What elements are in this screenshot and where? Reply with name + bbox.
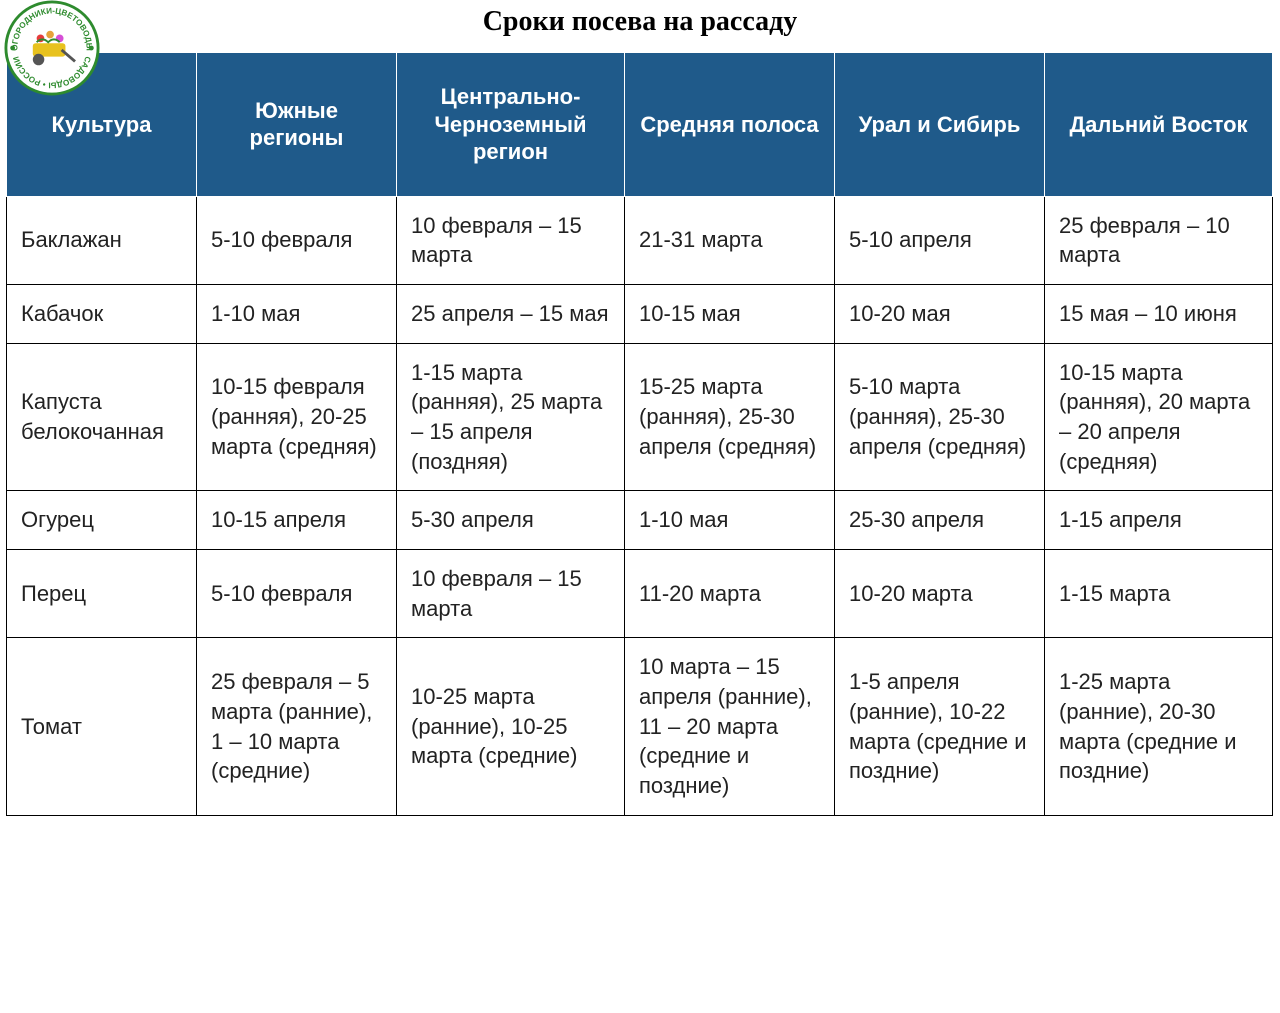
sowing-table: Культура Южные регионы Центрально-Черноз…: [6, 52, 1273, 816]
cell: 1-15 апреля: [1045, 491, 1273, 550]
cell: 10-20 мая: [835, 284, 1045, 343]
cell: 10-20 марта: [835, 550, 1045, 638]
cell-culture: Томат: [7, 638, 197, 815]
table-row: Томат 25 февраля – 5 марта (ранние), 1 –…: [7, 638, 1273, 815]
cell: 11-20 марта: [625, 550, 835, 638]
cell: 1-5 апреля (ранние), 10-22 марта (средни…: [835, 638, 1045, 815]
col-header-south: Южные регионы: [197, 53, 397, 197]
cell: 1-15 марта (ранняя), 25 марта – 15 апрел…: [397, 343, 625, 491]
col-header-chern: Центрально-Черноземный регион: [397, 53, 625, 197]
site-logo-badge: ОГОРОДНИКИ-ЦВЕТОВОДЫ САДОВОДЫ • РОССИИ: [4, 0, 100, 96]
cell: 10 марта – 15 апреля (ранние), 11 – 20 м…: [625, 638, 835, 815]
cell: 10-15 мая: [625, 284, 835, 343]
table-row: Огурец 10-15 апреля 5-30 апреля 1-10 мая…: [7, 491, 1273, 550]
table-row: Перец 5-10 февраля 10 февраля – 15 марта…: [7, 550, 1273, 638]
cell: 1-15 марта: [1045, 550, 1273, 638]
table-row: Капуста белокочанная 10-15 февраля (ранн…: [7, 343, 1273, 491]
cell: 1-10 мая: [197, 284, 397, 343]
cell: 1-10 мая: [625, 491, 835, 550]
table-row: Баклажан 5-10 февраля 10 февраля – 15 ма…: [7, 196, 1273, 284]
cell: 5-10 апреля: [835, 196, 1045, 284]
table-header: Культура Южные регионы Центрально-Черноз…: [7, 53, 1273, 197]
cell: 10-15 апреля: [197, 491, 397, 550]
cell: 15 мая – 10 июня: [1045, 284, 1273, 343]
cell-culture: Огурец: [7, 491, 197, 550]
cell: 25 февраля – 10 марта: [1045, 196, 1273, 284]
cell: 5-10 февраля: [197, 196, 397, 284]
page: ОГОРОДНИКИ-ЦВЕТОВОДЫ САДОВОДЫ • РОССИИ С…: [0, 0, 1280, 816]
col-header-middle: Средняя полоса: [625, 53, 835, 197]
cell: 10-15 марта (ранняя), 20 марта – 20 апре…: [1045, 343, 1273, 491]
cell: 21-31 марта: [625, 196, 835, 284]
cell-culture: Баклажан: [7, 196, 197, 284]
cell: 25 февраля – 5 марта (ранние), 1 – 10 ма…: [197, 638, 397, 815]
cell: 10 февраля – 15 марта: [397, 196, 625, 284]
cell-culture: Кабачок: [7, 284, 197, 343]
cell-culture: Капуста белокочанная: [7, 343, 197, 491]
cell: 5-10 февраля: [197, 550, 397, 638]
cell: 10-25 марта (ранние), 10-25 марта (средн…: [397, 638, 625, 815]
cell: 25-30 апреля: [835, 491, 1045, 550]
cell: 10-15 февраля (ранняя), 20-25 марта (сре…: [197, 343, 397, 491]
cell: 5-30 апреля: [397, 491, 625, 550]
cell: 5-10 марта (ранняя), 25-30 апреля (средн…: [835, 343, 1045, 491]
table-body: Баклажан 5-10 февраля 10 февраля – 15 ма…: [7, 196, 1273, 815]
cell: 25 апреля – 15 мая: [397, 284, 625, 343]
col-header-ural: Урал и Сибирь: [835, 53, 1045, 197]
page-title: Сроки посева на рассаду: [0, 6, 1280, 38]
table-row: Кабачок 1-10 мая 25 апреля – 15 мая 10-1…: [7, 284, 1273, 343]
cell: 15-25 марта (ранняя), 25-30 апреля (сред…: [625, 343, 835, 491]
col-header-fareast: Дальний Восток: [1045, 53, 1273, 197]
cell-culture: Перец: [7, 550, 197, 638]
cell: 10 февраля – 15 марта: [397, 550, 625, 638]
cell: 1-25 марта (ранние), 20-30 марта (средни…: [1045, 638, 1273, 815]
